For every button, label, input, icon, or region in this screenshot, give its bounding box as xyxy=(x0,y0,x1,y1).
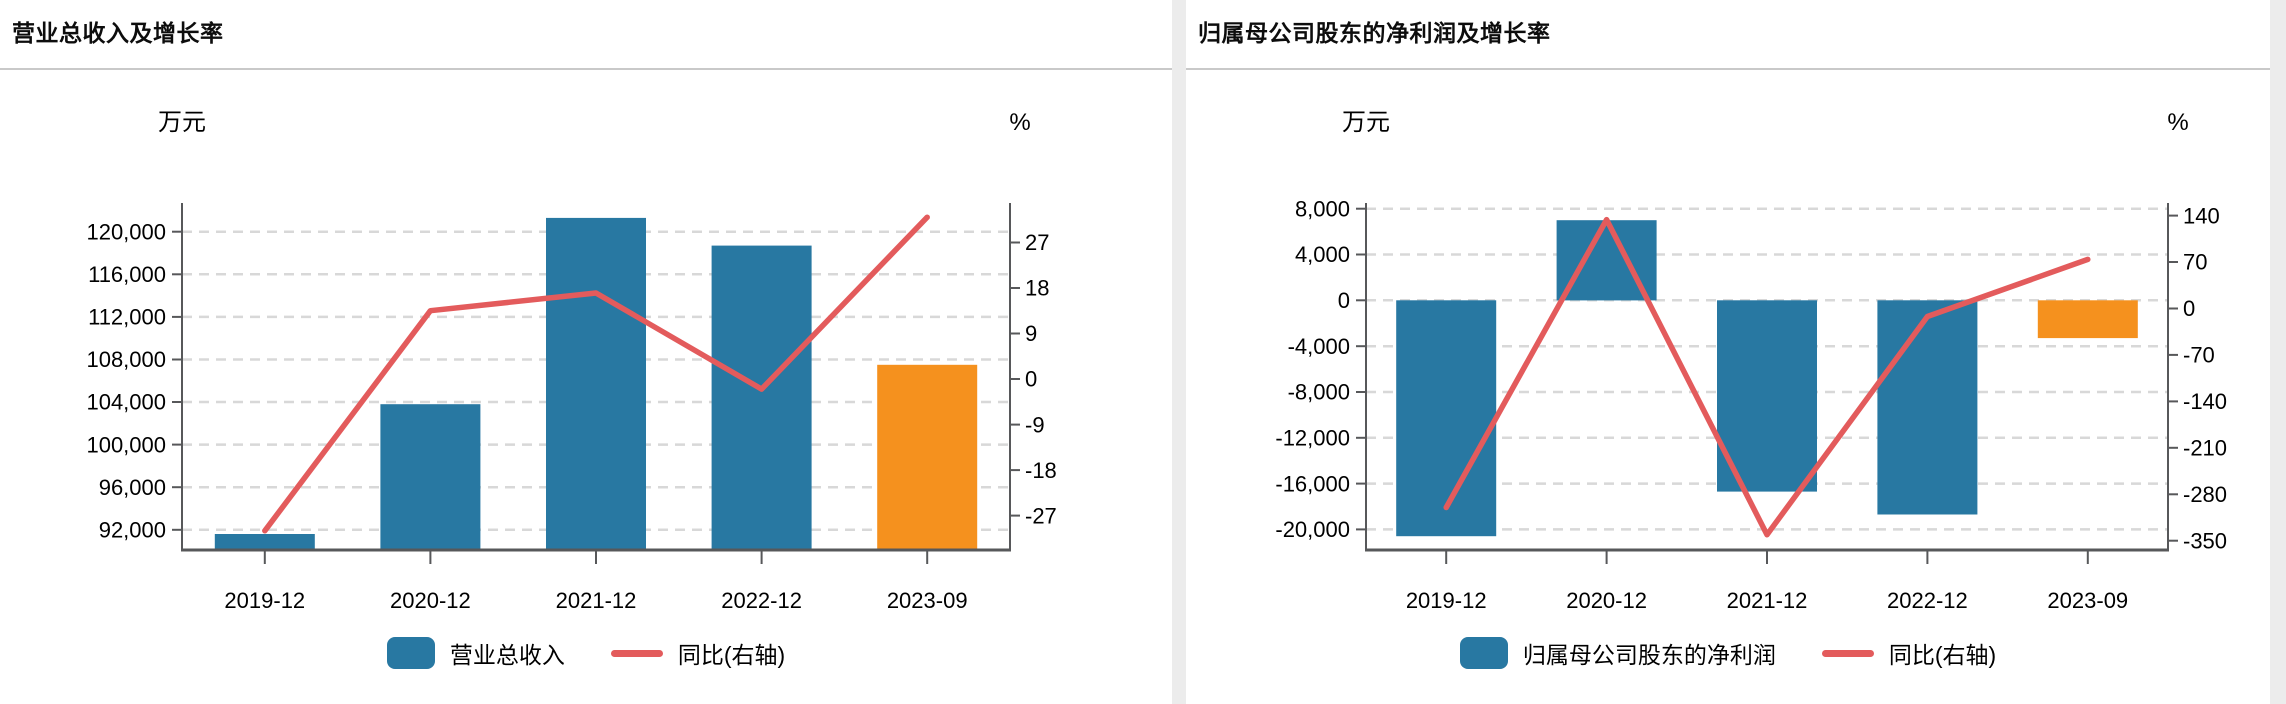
right-tick-label: -140 xyxy=(2183,389,2227,414)
net-profit-chart-area: 8,000 4,000 0 -4,000 -8,000 -12,000 -16,000 -20… xyxy=(1186,70,2270,702)
left-tick-label: 96,000 xyxy=(99,475,166,500)
x-tick-label: 2022-12 xyxy=(1887,588,1968,613)
revenue-chart: 120,000 116,000 112,000 108,000 104,000 100,0… xyxy=(86,109,1057,613)
legend-label: 营业总收入 xyxy=(449,642,565,668)
page-right-margin xyxy=(2270,0,2286,704)
x-tick-label: 2021-12 xyxy=(556,588,637,613)
bar-swatch-icon xyxy=(386,637,435,669)
right-tick-label: 9 xyxy=(1025,321,1037,346)
revenue-panel: 营业总收入及增长率 120,000 116,000 112,000 108,000 10… xyxy=(0,0,1172,704)
bar-2023-09 xyxy=(2037,300,2138,339)
left-tick-label: -12,000 xyxy=(1275,426,1350,451)
right-tick-label: -350 xyxy=(2183,528,2227,553)
net-profit-panel-header: 归属母公司股东的净利润及增长率 xyxy=(1186,0,2270,70)
right-tick-label: 0 xyxy=(2183,296,2195,321)
x-tick-label: 2023-09 xyxy=(2047,588,2128,613)
x-tick-label: 2019-12 xyxy=(1406,588,1487,613)
right-tick-label: 70 xyxy=(2183,250,2207,275)
left-tick-label: 112,000 xyxy=(88,305,166,330)
left-tick-label: 108,000 xyxy=(86,347,166,372)
net-profit-chart-title: 归属母公司股东的净利润及增长率 xyxy=(1198,20,1551,46)
left-tick-label: -8,000 xyxy=(1288,380,1350,405)
right-tick-label: -18 xyxy=(1025,458,1057,483)
net-profit-panel: 归属母公司股东的净利润及增长率 8,000 4,000 0 -4,000 -8,000 -… xyxy=(1186,0,2270,704)
legend-label: 同比(右轴) xyxy=(677,642,786,668)
bar-2019-12 xyxy=(214,534,315,550)
right-tick-label: 0 xyxy=(1025,367,1037,392)
revenue-legend: 营业总收入 同比(右轴) xyxy=(0,636,1172,670)
left-tick-label: -16,000 xyxy=(1275,471,1350,496)
line-swatch-icon xyxy=(610,649,663,657)
right-tick-label: -280 xyxy=(2183,482,2227,507)
x-tick-label: 2021-12 xyxy=(1727,588,1808,613)
bar-2022-12 xyxy=(711,245,812,550)
bar-2022-12 xyxy=(1877,300,1978,515)
bar-2023-09 xyxy=(877,364,978,550)
legend-item-yoy[interactable]: 同比(右轴) xyxy=(1821,636,1997,670)
left-axis-unit-label: 万元 xyxy=(158,109,206,136)
right-tick-label: -70 xyxy=(2183,343,2215,368)
legend-item-yoy[interactable]: 同比(右轴) xyxy=(610,636,786,670)
left-axis-unit-label: 万元 xyxy=(1342,109,1390,136)
right-tick-label: 27 xyxy=(1025,230,1049,255)
bar-2020-12 xyxy=(380,404,481,550)
yoy-line xyxy=(1443,216,2091,538)
revenue-panel-header: 营业总收入及增长率 xyxy=(0,0,1172,70)
legend-item-revenue[interactable]: 营业总收入 xyxy=(386,636,565,670)
net-profit-chart: 8,000 4,000 0 -4,000 -8,000 -12,000 -16,000 -20… xyxy=(1275,109,2227,613)
bar-2021-12 xyxy=(1717,300,1817,492)
left-tick-label: -20,000 xyxy=(1275,517,1350,542)
revenue-chart-title: 营业总收入及增长率 xyxy=(12,20,224,46)
panel-divider xyxy=(1172,0,1186,704)
right-tick-label: -210 xyxy=(2183,436,2227,461)
bar-swatch-icon xyxy=(1459,637,1508,669)
right-axis-unit-label: % xyxy=(2167,109,2188,136)
left-tick-label: 100,000 xyxy=(86,432,166,457)
legend-item-net-profit[interactable]: 归属母公司股东的净利润 xyxy=(1459,636,1776,670)
line-swatch-icon xyxy=(1821,649,1874,657)
net-profit-legend: 归属母公司股东的净利润 同比(右轴) xyxy=(1186,636,2270,670)
right-tick-label: -9 xyxy=(1025,412,1045,437)
revenue-chart-area: 120,000 116,000 112,000 108,000 104,000 100,0… xyxy=(0,70,1172,702)
bar-2019-12 xyxy=(1396,300,1497,537)
bar-2021-12 xyxy=(546,217,646,550)
right-tick-label: 18 xyxy=(1025,276,1049,301)
x-tick-label: 2020-12 xyxy=(1566,588,1647,613)
left-tick-label: -4,000 xyxy=(1288,334,1350,359)
x-tick-label: 2023-09 xyxy=(887,588,968,613)
x-tick-label: 2019-12 xyxy=(224,588,305,613)
left-tick-label: 120,000 xyxy=(86,219,166,244)
yoy-line xyxy=(262,214,930,534)
x-tick-label: 2020-12 xyxy=(390,588,471,613)
right-tick-label: 140 xyxy=(2183,203,2220,228)
right-tick-label: -27 xyxy=(1025,503,1057,528)
left-tick-label: 104,000 xyxy=(86,390,166,415)
legend-label: 归属母公司股东的净利润 xyxy=(1522,642,1776,668)
left-tick-label: 92,000 xyxy=(99,518,166,543)
left-tick-label: 4,000 xyxy=(1295,242,1350,267)
left-tick-label: 0 xyxy=(1338,288,1350,313)
left-tick-label: 116,000 xyxy=(88,262,166,287)
right-axis-unit-label: % xyxy=(1009,109,1030,136)
x-tick-label: 2022-12 xyxy=(721,588,802,613)
left-tick-label: 8,000 xyxy=(1295,196,1350,221)
legend-label: 同比(右轴) xyxy=(1888,642,1997,668)
